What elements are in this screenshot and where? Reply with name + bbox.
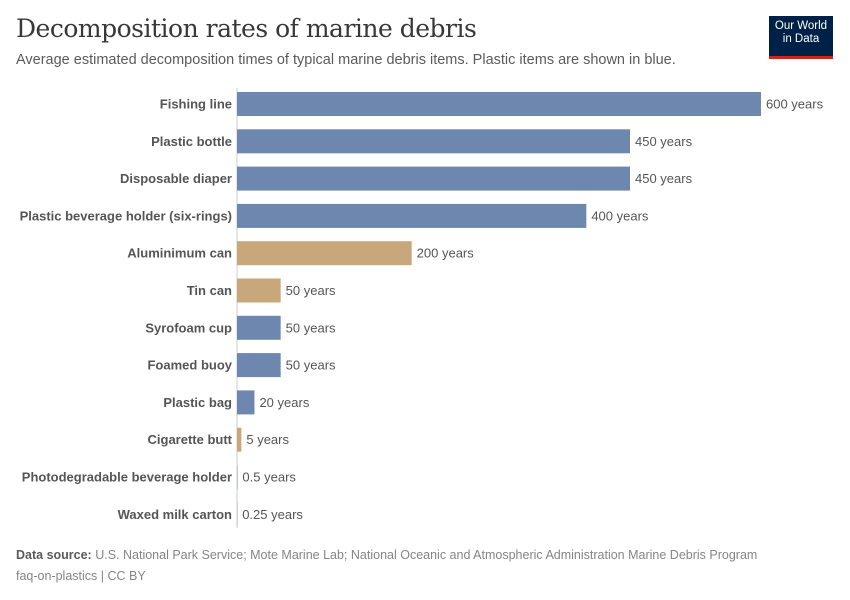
data-label: 450 years xyxy=(635,134,693,149)
category-label: Plastic beverage holder (six-rings) xyxy=(20,208,232,223)
bar xyxy=(237,241,412,266)
owid-logo[interactable]: Our World in Data xyxy=(769,16,833,59)
data-label: 5 years xyxy=(246,432,289,447)
data-label: 450 years xyxy=(635,171,693,186)
bar xyxy=(237,92,761,116)
data-label: 400 years xyxy=(591,208,649,223)
data-source-label: Data source: xyxy=(16,548,92,562)
data-label: 50 years xyxy=(286,283,336,298)
data-label: 200 years xyxy=(417,246,475,261)
bar xyxy=(237,129,630,154)
bar xyxy=(237,278,281,303)
bar xyxy=(237,166,630,191)
category-label: Plastic bag xyxy=(163,395,232,410)
bar xyxy=(237,203,587,228)
category-label: Waxed milk carton xyxy=(118,507,232,522)
data-source-text: U.S. National Park Service; Mote Marine … xyxy=(95,548,758,562)
chart-title: Decomposition rates of marine debris xyxy=(16,14,477,43)
chart-subtitle: Average estimated decomposition times of… xyxy=(16,52,676,68)
category-label: Foamed buoy xyxy=(147,358,232,373)
category-label: Syrofoam cup xyxy=(145,320,232,335)
category-label: Disposable diaper xyxy=(120,171,232,186)
category-label: Plastic bottle xyxy=(151,134,232,149)
data-label: 600 years xyxy=(766,97,824,112)
category-label: Tin can xyxy=(187,283,232,298)
bar xyxy=(237,427,242,452)
data-label: 50 years xyxy=(286,320,336,335)
data-source: Data source: U.S. National Park Service;… xyxy=(16,548,757,562)
bar xyxy=(237,390,255,415)
data-label: 50 years xyxy=(286,358,336,373)
category-label: Photodegradable beverage holder xyxy=(22,470,232,485)
category-label: Cigarette butt xyxy=(148,432,233,447)
bar xyxy=(237,353,281,378)
data-label: 20 years xyxy=(259,395,309,410)
footer-note[interactable]: faq-on-plastics | CC BY xyxy=(16,569,146,583)
category-label: Aluminimum can xyxy=(127,246,232,261)
category-label: Fishing line xyxy=(160,97,232,112)
data-label: 0.25 years xyxy=(242,507,303,522)
bar xyxy=(237,315,281,340)
data-label: 0.5 years xyxy=(242,470,296,485)
